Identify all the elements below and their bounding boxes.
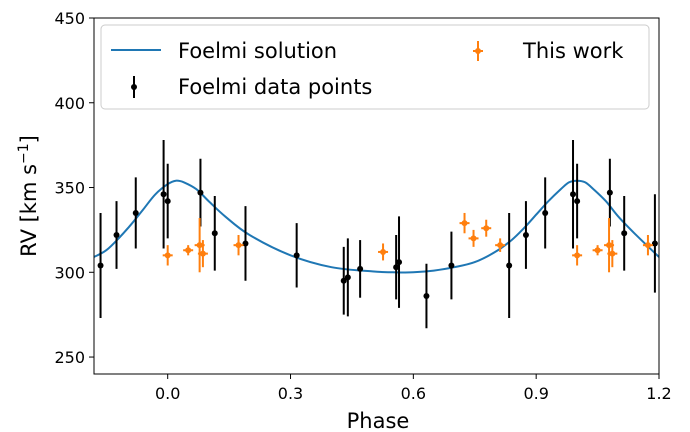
x-tick-label: 0.9 <box>523 384 548 403</box>
foelmi-data-point <box>570 140 577 249</box>
foelmi-points-layer <box>97 140 658 329</box>
legend-data-swatch <box>131 76 137 98</box>
x-tick-label: 0.3 <box>278 384 303 403</box>
x-tick-label: 0.0 <box>155 384 180 403</box>
foelmi-data-point <box>160 140 167 249</box>
legend: Foelmi solution Foelmi data points This … <box>100 24 650 110</box>
foelmi-data-point <box>542 177 549 249</box>
y-axis-ticks: 250 300 350 400 450 <box>54 9 94 367</box>
plot-area <box>82 140 659 329</box>
foelmi-data-point <box>113 201 120 269</box>
foelmi-data-point <box>340 246 347 315</box>
legend-thiswork-label: This work <box>522 39 624 63</box>
thiswork-data-point <box>495 238 506 252</box>
foelmi-data-point <box>506 212 513 319</box>
thiswork-data-point <box>481 219 492 237</box>
y-tick-label: 250 <box>54 348 85 367</box>
thiswork-data-point <box>572 245 583 266</box>
y-axis-label-unit-exp: −1 <box>16 143 32 164</box>
foelmi-data-point <box>357 240 364 298</box>
thiswork-data-point <box>233 234 244 256</box>
y-tick-label: 450 <box>54 9 85 28</box>
foelmi-data-point <box>621 196 628 271</box>
thiswork-data-point <box>592 245 603 256</box>
legend-frame <box>100 24 650 110</box>
foelmi-data-point <box>164 163 171 239</box>
thiswork-data-point <box>607 240 618 268</box>
foelmi-data-point <box>574 163 581 239</box>
thiswork-data-point <box>197 240 208 268</box>
foelmi-data-point <box>396 216 403 308</box>
legend-data-label: Foelmi data points <box>178 75 372 99</box>
x-axis-label: Phase <box>347 409 410 432</box>
foelmi-data-point <box>344 238 351 317</box>
foelmi-data-point <box>132 177 139 249</box>
y-axis-label-main: RV [km s <box>17 164 41 257</box>
foelmi-data-point <box>423 263 430 329</box>
x-axis-ticks: 0.0 0.3 0.6 0.9 1.2 <box>155 374 672 403</box>
foelmi-data-point <box>97 212 104 319</box>
x-tick-label: 0.6 <box>401 384 426 403</box>
thiswork-data-point <box>378 243 389 261</box>
foelmi-data-point <box>211 196 218 271</box>
thiswork-data-point <box>162 245 173 266</box>
foelmi-data-point <box>522 201 529 269</box>
legend-thiswork-swatch <box>473 41 483 61</box>
y-axis-label: RV [km s−1] <box>16 135 41 257</box>
thiswork-data-point <box>468 229 479 247</box>
foelmi-data-point <box>606 158 613 227</box>
y-axis-label-end: ] <box>17 135 41 143</box>
x-tick-label: 1.2 <box>646 384 671 403</box>
foelmi-data-point <box>448 231 455 300</box>
y-tick-label: 300 <box>54 263 85 282</box>
thiswork-data-point <box>642 234 653 256</box>
thiswork-data-point <box>82 238 92 252</box>
foelmi-data-point <box>393 234 400 300</box>
legend-solution-label: Foelmi solution <box>178 39 337 63</box>
thiswork-points-layer <box>82 212 653 273</box>
foelmi-data-point <box>651 194 658 293</box>
y-tick-label: 350 <box>54 179 85 198</box>
foelmi-data-point <box>242 206 249 281</box>
plot-frame <box>93 17 660 375</box>
thiswork-data-point <box>183 245 194 256</box>
foelmi-data-point <box>293 223 300 288</box>
thiswork-data-point <box>459 212 470 234</box>
foelmi-data-point <box>197 158 204 227</box>
y-tick-label: 400 <box>54 94 85 113</box>
